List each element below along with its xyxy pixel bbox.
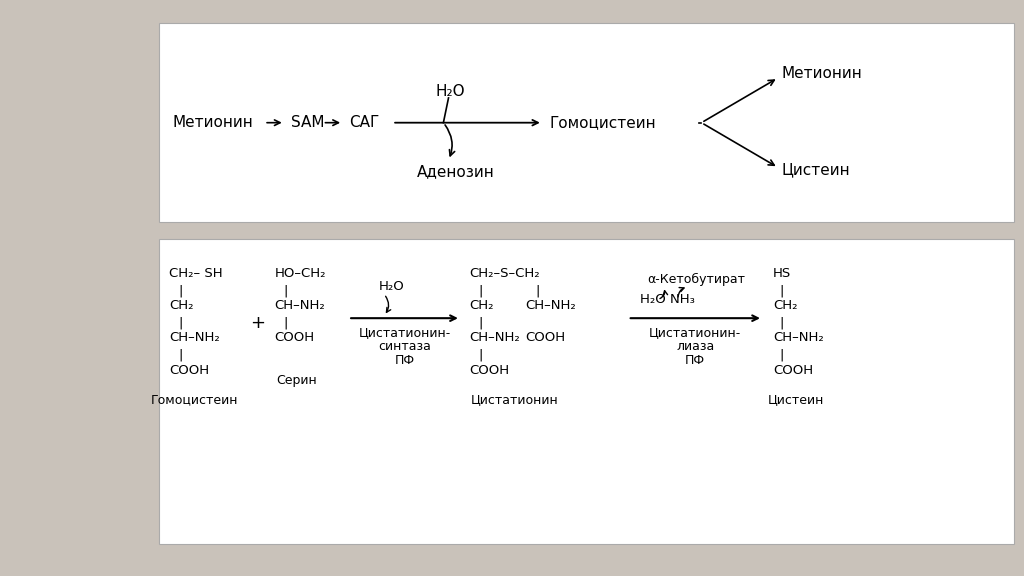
Text: CH–NH₂: CH–NH₂ [469,332,520,344]
Text: Цистатионин: Цистатионин [471,393,559,407]
Text: H₂O: H₂O [378,280,404,293]
Text: +: + [251,314,265,332]
Text: Аденозин: Аденозин [417,164,495,179]
Text: CH–NH₂: CH–NH₂ [274,300,326,312]
Text: |: | [284,317,288,329]
Text: Цистеин: Цистеин [767,393,824,407]
Text: Метионин: Метионин [781,66,862,81]
Text: CH–NH₂: CH–NH₂ [773,332,824,344]
Text: синтаза: синтаза [378,340,431,354]
Text: ПФ: ПФ [394,354,415,367]
Bar [159,23,1014,222]
Text: |: | [178,285,182,297]
Text: |: | [779,317,783,329]
Text: Цистатионин-: Цистатионин- [649,326,741,339]
Text: COOH: COOH [274,332,314,344]
Text: CH₂: CH₂ [169,300,194,312]
Text: COOH: COOH [169,363,209,377]
Text: COOH: COOH [525,332,565,344]
Text: CH₂–S–CH₂: CH₂–S–CH₂ [469,267,540,280]
Text: H₂O NH₃: H₂O NH₃ [640,293,695,306]
Text: |: | [284,285,288,297]
Text: |: | [536,285,540,297]
Text: САГ: САГ [349,115,380,130]
Text: Серин: Серин [276,374,317,386]
Text: α-Кетобутират: α-Кетобутират [647,272,745,286]
Text: Гомоцистеин: Гомоцистеин [550,115,656,130]
Text: COOH: COOH [469,363,509,377]
Text: |: | [178,317,182,329]
Text: Метионин: Метионин [172,115,253,130]
Text: CH–NH₂: CH–NH₂ [525,300,577,312]
Text: |: | [478,285,482,297]
Text: лиаза: лиаза [676,340,715,354]
Text: |: | [779,285,783,297]
Text: CH–NH₂: CH–NH₂ [169,332,220,344]
Text: |: | [478,317,482,329]
Text: |: | [178,349,182,362]
Text: CH₂– SH: CH₂– SH [169,267,222,280]
Text: Цистатионин-: Цистатионин- [358,326,451,339]
Text: HS: HS [773,267,792,280]
Text: COOH: COOH [773,363,813,377]
Text: SAM: SAM [291,115,325,130]
Text: CH₂: CH₂ [773,300,798,312]
Text: ПФ: ПФ [685,354,706,367]
Text: HO–CH₂: HO–CH₂ [274,267,326,280]
Text: |: | [478,349,482,362]
Text: Гомоцистеин: Гомоцистеин [151,393,239,407]
Text: |: | [779,349,783,362]
Text: H₂O: H₂O [436,84,465,98]
Bar [159,239,1014,544]
Text: Цистеин: Цистеин [781,162,850,177]
Text: CH₂: CH₂ [469,300,494,312]
